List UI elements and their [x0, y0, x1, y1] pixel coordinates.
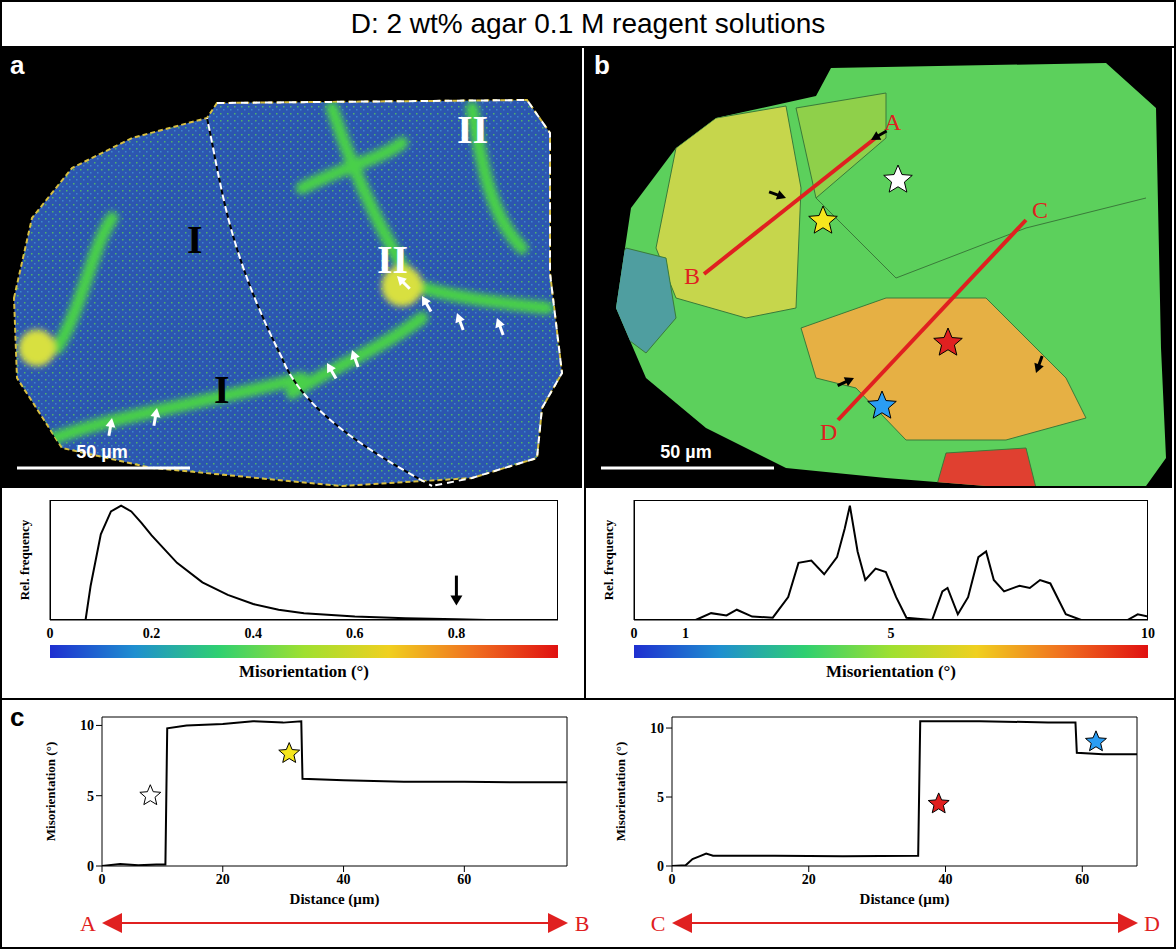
svg-text:I: I — [214, 367, 230, 412]
svg-text:B: B — [575, 911, 590, 936]
svg-text:0: 0 — [657, 859, 664, 874]
html-text:a: a — [10, 50, 25, 80]
svg-text:10: 10 — [650, 721, 664, 736]
svg-text:Distance (µm): Distance (µm) — [290, 891, 380, 908]
svg-text:5: 5 — [87, 789, 94, 804]
svg-text:II: II — [457, 107, 488, 152]
svg-text:A: A — [884, 109, 902, 135]
svg-text:0: 0 — [669, 872, 676, 887]
svg-text:C: C — [651, 911, 666, 936]
svg-text:50 µm: 50 µm — [660, 442, 711, 462]
svg-text:5: 5 — [657, 790, 664, 805]
svg-text:10: 10 — [1141, 626, 1155, 641]
svg-text:D: D — [1144, 911, 1160, 936]
svg-text:20: 20 — [802, 872, 816, 887]
svg-text:0: 0 — [631, 626, 638, 641]
svg-text:5: 5 — [888, 626, 895, 641]
svg-text:0.8: 0.8 — [448, 626, 466, 641]
html-text:c: c — [10, 702, 25, 732]
svg-text:60: 60 — [1075, 872, 1089, 887]
svg-text:D: D — [820, 419, 837, 445]
svg-text:0: 0 — [99, 872, 106, 887]
svg-text:A: A — [80, 911, 96, 936]
html-text:Misorientation (°): Misorientation (°) — [826, 662, 956, 681]
svg-text:0: 0 — [47, 626, 54, 641]
svg-text:0.2: 0.2 — [143, 626, 161, 641]
svg-text:Rel. frequency: Rel. frequency — [17, 519, 32, 600]
svg-text:Rel. frequency: Rel. frequency — [601, 519, 616, 600]
html-text:Misorientation (°): Misorientation (°) — [239, 662, 369, 681]
svg-text:0.6: 0.6 — [346, 626, 364, 641]
svg-text:0.4: 0.4 — [244, 626, 262, 641]
svg-text:10: 10 — [80, 718, 94, 733]
svg-text:B: B — [684, 263, 700, 289]
html-text:b: b — [594, 50, 610, 80]
svg-text:60: 60 — [457, 872, 471, 887]
svg-text:50 µm: 50 µm — [76, 442, 127, 462]
svg-text:I: I — [187, 217, 203, 262]
svg-text:40: 40 — [939, 872, 953, 887]
html-text:D: 2 wt% agar 0.1 M reagent so: D: 2 wt% agar 0.1 M reagent solutions — [350, 8, 826, 39]
svg-text:Misorientation (°): Misorientation (°) — [613, 742, 628, 841]
svg-text:1: 1 — [682, 626, 689, 641]
svg-text:II: II — [377, 237, 408, 282]
svg-text:0: 0 — [87, 859, 94, 874]
svg-text:Misorientation (°): Misorientation (°) — [43, 742, 58, 841]
svg-text:40: 40 — [337, 872, 351, 887]
svg-text:20: 20 — [216, 872, 230, 887]
svg-text:C: C — [1032, 197, 1048, 223]
svg-text:Distance (µm): Distance (µm) — [860, 891, 950, 908]
